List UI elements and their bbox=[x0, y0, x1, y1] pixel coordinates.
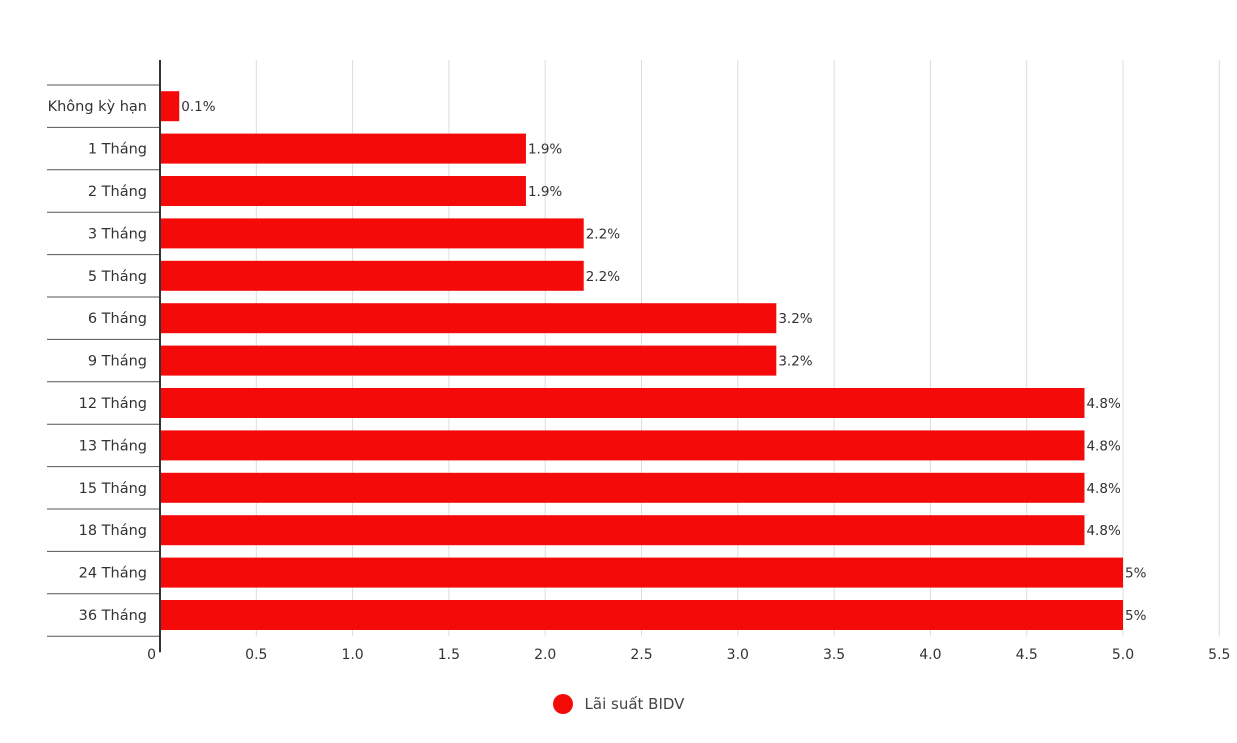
data-label: 5% bbox=[1125, 608, 1147, 624]
legend: Lãi suất BIDV bbox=[0, 690, 1237, 718]
bar bbox=[160, 133, 526, 164]
category-label: 18 Tháng bbox=[79, 523, 147, 539]
bar bbox=[160, 515, 1085, 546]
category-label: 36 Tháng bbox=[79, 608, 147, 624]
x-tick-label: 1.5 bbox=[438, 647, 460, 663]
x-tick-label: 0 bbox=[147, 647, 156, 663]
bar bbox=[160, 260, 584, 291]
category-label: Không kỳ hạn bbox=[48, 99, 147, 115]
data-label: 2.2% bbox=[586, 269, 620, 285]
category-label: 1 Tháng bbox=[88, 142, 147, 158]
category-label: 15 Tháng bbox=[79, 481, 147, 497]
bar-chart: 0 0.5 1.0 1.5 2.0 2.5 3.0 3.5 4.0 4.5 5.0 5.5 Không … bbox=[47, 60, 1230, 663]
x-tick-label: 2.0 bbox=[534, 647, 556, 663]
data-label: 3.2% bbox=[778, 354, 812, 370]
data-label: 3.2% bbox=[778, 311, 812, 327]
category-label: 6 Tháng bbox=[88, 311, 147, 327]
bar bbox=[160, 303, 777, 334]
x-tick-label: 4.5 bbox=[1016, 647, 1038, 663]
x-tick-label: 5.0 bbox=[1112, 647, 1134, 663]
data-label: 2.2% bbox=[586, 226, 620, 242]
category-label: 9 Tháng bbox=[88, 354, 147, 370]
x-tick-label: 3.5 bbox=[823, 647, 845, 663]
category-label: 12 Tháng bbox=[79, 396, 147, 412]
x-tick-label: 2.5 bbox=[630, 647, 652, 663]
x-tick-label: 3.0 bbox=[727, 647, 749, 663]
category-label: 5 Tháng bbox=[88, 269, 147, 285]
data-label: 4.8% bbox=[1086, 438, 1120, 454]
bar bbox=[160, 472, 1085, 503]
bar bbox=[160, 557, 1123, 588]
category-label: 3 Tháng bbox=[88, 226, 147, 242]
bar bbox=[160, 218, 584, 249]
bar bbox=[160, 600, 1123, 630]
data-label: 1.9% bbox=[528, 184, 562, 200]
data-label: 1.9% bbox=[528, 142, 562, 158]
category-label: 24 Tháng bbox=[79, 566, 147, 582]
category-label: 13 Tháng bbox=[79, 438, 147, 454]
data-label: 4.8% bbox=[1086, 481, 1120, 497]
data-label: 4.8% bbox=[1086, 396, 1120, 412]
data-label: 0.1% bbox=[181, 99, 215, 115]
legend-marker-icon bbox=[552, 694, 573, 714]
legend-label: Lãi suất BIDV bbox=[584, 695, 685, 713]
data-label: 5% bbox=[1125, 566, 1147, 582]
x-tick-label: 1.0 bbox=[341, 647, 363, 663]
x-tick-label: 4.0 bbox=[919, 647, 941, 663]
x-tick-label: 5.5 bbox=[1208, 647, 1230, 663]
bar bbox=[160, 91, 180, 122]
x-tick-label: 0.5 bbox=[245, 647, 267, 663]
bar bbox=[160, 388, 1085, 418]
category-label: 2 Tháng bbox=[88, 184, 147, 200]
bar bbox=[160, 345, 777, 376]
bar bbox=[160, 176, 526, 206]
data-label: 4.8% bbox=[1086, 523, 1120, 539]
bar bbox=[160, 430, 1085, 461]
